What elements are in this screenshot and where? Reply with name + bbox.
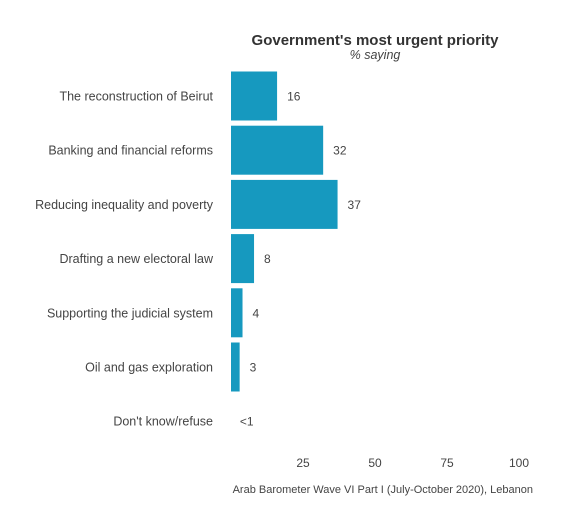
x-tick-25: 25 <box>296 456 310 470</box>
value-label-supporting-the-judicial-system: 4 <box>253 306 260 320</box>
chart-subtitle: % saying <box>350 48 401 62</box>
bar-the-reconstruction-of-beirut <box>231 71 278 121</box>
category-label-supporting-the-judicial-system: Supporting the judicial system <box>47 306 213 320</box>
chart-caption: Arab Barometer Wave VI Part I (July-Octo… <box>233 484 533 496</box>
category-label-banking-and-financial-reforms: Banking and financial reforms <box>48 144 213 158</box>
value-label-oil-and-gas-exploration: 3 <box>250 361 257 375</box>
value-label-drafting-a-new-electoral-law: 8 <box>264 252 271 266</box>
bar-supporting-the-judicial-system <box>231 288 243 338</box>
value-label-the-reconstruction-of-beirut: 16 <box>287 90 301 104</box>
category-label-reducing-inequality-and-poverty: Reducing inequality and poverty <box>35 198 214 212</box>
x-tick-75: 75 <box>440 456 454 470</box>
bar-oil-and-gas-exploration <box>231 342 240 392</box>
bar-reducing-inequality-and-poverty <box>231 179 338 229</box>
value-label-reducing-inequality-and-poverty: 37 <box>348 198 362 212</box>
category-label-don-t-know-refuse: Don't know/refuse <box>113 415 213 429</box>
bars-group: The reconstruction of Beirut 16 Banking an… <box>35 71 362 429</box>
bar-banking-and-financial-reforms <box>231 125 324 175</box>
value-label-banking-and-financial-reforms: 32 <box>333 144 347 158</box>
category-label-drafting-a-new-electoral-law: Drafting a new electoral law <box>59 252 214 266</box>
x-tick-50: 50 <box>368 456 382 470</box>
category-label-oil-and-gas-exploration: Oil and gas exploration <box>85 361 213 375</box>
value-label-don-t-know-refuse: <1 <box>240 415 254 429</box>
x-tick-100: 100 <box>509 456 529 470</box>
x-axis-ticks: 25 50 75 100 <box>296 456 529 470</box>
category-label-the-reconstruction-of-beirut: The reconstruction of Beirut <box>59 90 213 104</box>
bar-drafting-a-new-electoral-law <box>231 234 255 284</box>
chart-title: Government's most urgent priority <box>252 32 500 49</box>
